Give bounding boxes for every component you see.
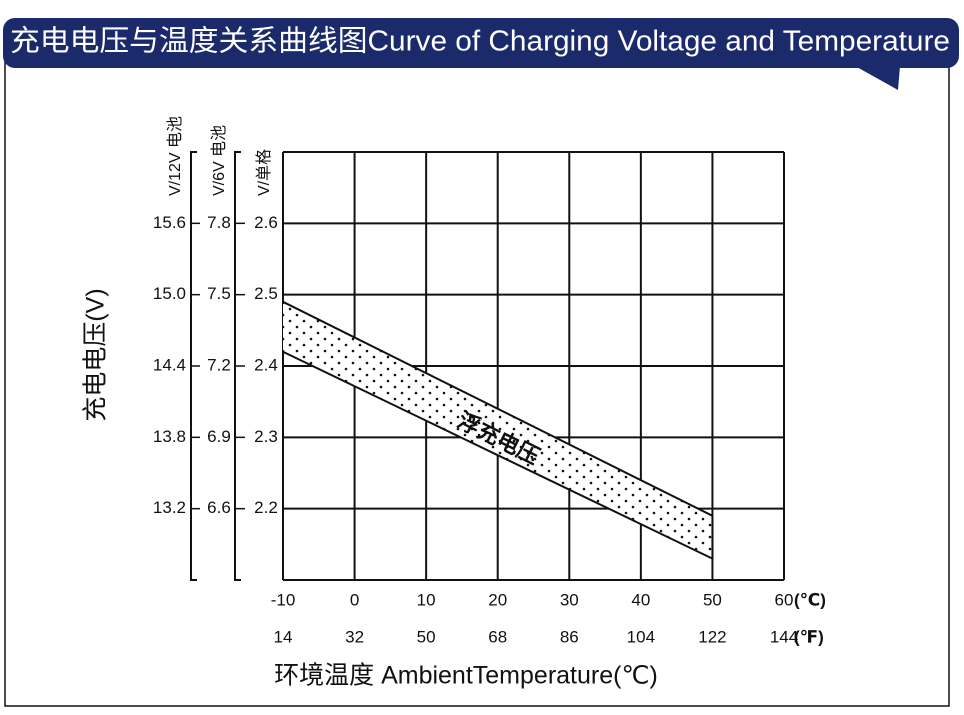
y2-tick-label: 6.9 — [207, 427, 231, 446]
x-tick-label: 40 — [631, 590, 650, 609]
y2-axis-line — [234, 151, 241, 581]
y-tick-label: 2.5 — [254, 284, 278, 303]
x-tick-label: 30 — [560, 590, 579, 609]
x-tick-label: 10 — [417, 590, 436, 609]
title-banner — [3, 18, 959, 68]
x2-tick-label: 50 — [417, 627, 436, 646]
x-tick-label: 0 — [350, 590, 359, 609]
y2-axis-label: V/6V 电池 — [210, 125, 228, 196]
band-upper-line — [282, 300, 713, 517]
x2-tick-label: 144 — [770, 627, 798, 646]
y-tick-label: 2.6 — [254, 213, 278, 232]
x-tick-label: 20 — [488, 590, 507, 609]
chart-title: 充电电压与温度关系曲线图Curve of Charging Voltage an… — [10, 25, 950, 58]
y3-tick-label: 15.6 — [153, 213, 186, 232]
band-pattern — [283, 301, 713, 559]
x2-tick-label: 104 — [627, 627, 655, 646]
y-tick-label: 2.4 — [254, 355, 278, 374]
y2-tick-label: 6.6 — [207, 498, 231, 517]
x2-tick-label: 122 — [698, 627, 726, 646]
y2-tick-label: 7.2 — [207, 355, 231, 374]
y3-tick-label: 14.4 — [153, 355, 186, 374]
x-axis-title: 环境温度 AmbientTemperature(℃) — [274, 662, 658, 690]
x2-tick-label: 14 — [274, 627, 293, 646]
y-tick-label: 2.3 — [254, 427, 278, 446]
x2-tick-label: 32 — [345, 627, 364, 646]
x2-unit: (℉) — [794, 627, 824, 646]
band-lower-line — [282, 350, 713, 560]
x-tick-label: -10 — [271, 590, 296, 609]
x-tick-label: 50 — [703, 590, 722, 609]
y3-tick-label: 13.2 — [153, 498, 186, 517]
y3-axis-label: V/12V 电池 — [166, 116, 184, 196]
y3-tick-label: 15.0 — [153, 284, 186, 303]
y-tick-label: 2.2 — [254, 498, 278, 517]
x2-tick-label: 68 — [488, 627, 507, 646]
y3-tick-label: 13.8 — [153, 427, 186, 446]
x2-tick-label: 86 — [560, 627, 579, 646]
y2-tick-label: 7.8 — [207, 213, 231, 232]
x-tick-label: 60 — [775, 590, 794, 609]
y2-tick-label: 7.5 — [207, 284, 231, 303]
banner-tail — [855, 66, 900, 90]
x-unit: (℃) — [794, 590, 826, 609]
y-axis-title: 充电电压(V) — [82, 288, 110, 421]
y-axis-label: V/单格 — [255, 149, 273, 196]
